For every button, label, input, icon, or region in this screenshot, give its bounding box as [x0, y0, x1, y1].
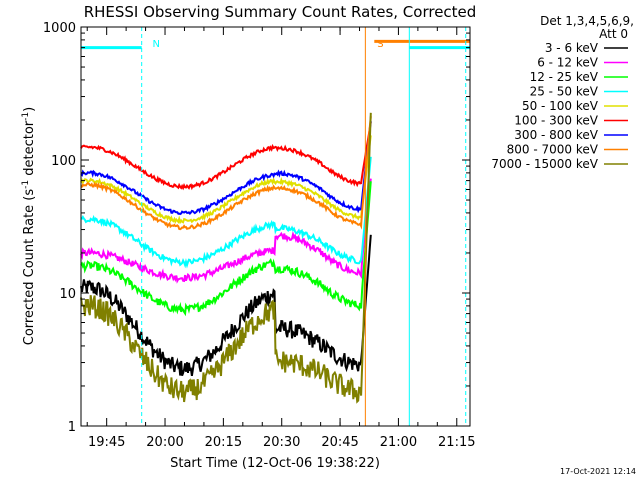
plot-frame	[80, 26, 471, 427]
y-axis-label-sup1: -1	[21, 180, 31, 189]
x-tick-label-2: 20:15	[205, 435, 242, 450]
x-tick-label-5: 21:00	[380, 435, 417, 450]
legend-header-line2: Att 0	[599, 27, 628, 41]
legend-header-line1: Det 1,3,4,5,6,9,	[540, 14, 634, 28]
y-axis-label: Corrected Count Rate (s-1 detector-1)	[21, 107, 37, 345]
y-tick-label-2: 100	[51, 154, 76, 169]
y-tick-label-1: 10	[59, 287, 76, 302]
y-axis-label-sup2: -1	[21, 112, 31, 121]
series-line-0	[80, 234, 372, 377]
legend-label-5: 100 - 300 keV	[514, 114, 598, 128]
annotation-1: S	[377, 39, 383, 50]
series-line-6	[80, 120, 372, 216]
y-axis-label-part3: )	[22, 107, 37, 112]
series-line-4	[80, 135, 372, 225]
x-tick-label-6: 21:15	[438, 435, 475, 450]
legend-label-6: 300 - 800 keV	[514, 128, 598, 142]
series-line-3	[80, 156, 372, 269]
y-tick-label-0: 1	[68, 420, 76, 435]
x-tick-label-3: 20:30	[263, 435, 300, 450]
axis-layer: 19:45 20:00 20:15 20:30 20:45 21:00 21:15 1 10 10…	[43, 21, 476, 450]
legend-label-4: 50 - 100 keV	[522, 99, 599, 113]
legend-label-8: 7000 - 15000 keV	[491, 157, 598, 171]
series-line-8	[80, 112, 372, 404]
legend-label-2: 12 - 25 keV	[530, 70, 599, 84]
legend-label-1: 6 - 12 keV	[537, 56, 599, 70]
y-axis-label-part1: Corrected Count Rate (s	[22, 189, 37, 346]
series-layer	[80, 112, 372, 404]
x-axis-label: Start Time (12-Oct-06 19:38:22)	[170, 456, 380, 471]
series-line-2	[80, 181, 372, 317]
series-line-5	[80, 121, 372, 191]
legend-label-0: 3 - 6 keV	[545, 41, 599, 55]
legend-label-7: 800 - 7000 keV	[507, 143, 599, 157]
y-tick-label-3: 1000	[43, 21, 76, 36]
legend-label-3: 25 - 50 keV	[530, 85, 599, 99]
series-line-1	[80, 178, 372, 284]
chart-title: RHESSI Observing Summary Count Rates, Co…	[84, 3, 477, 21]
x-tick-label-0: 19:45	[88, 435, 125, 450]
annotation-0: N	[152, 39, 159, 50]
x-tick-label-4: 20:45	[321, 435, 358, 450]
footer-timestamp: 17-Oct-2021 12:14	[560, 467, 636, 476]
x-tick-label-1: 20:00	[146, 435, 183, 450]
series-line-7	[80, 116, 372, 231]
y-axis-label-part2: detector	[22, 120, 37, 180]
